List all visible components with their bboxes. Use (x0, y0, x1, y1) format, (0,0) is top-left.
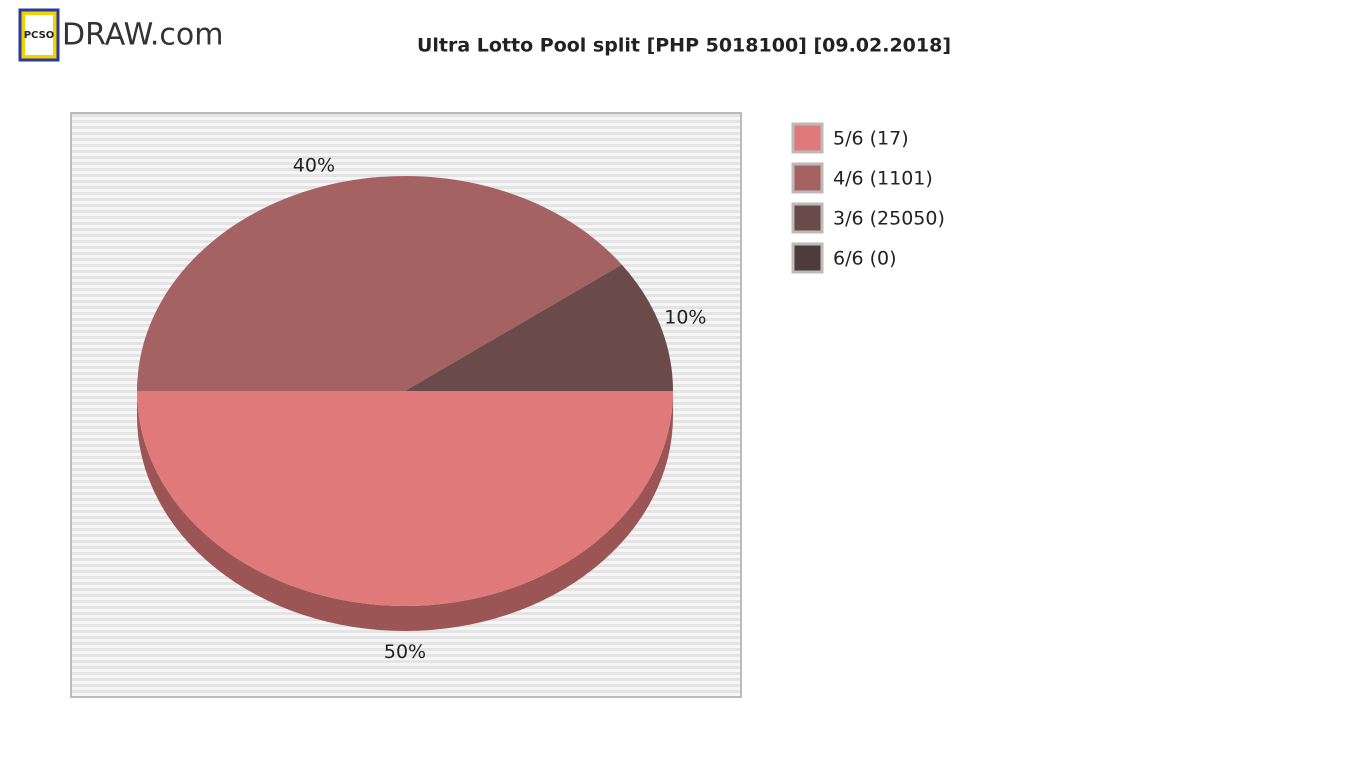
pie-slice (137, 391, 673, 606)
legend-swatch (791, 202, 824, 234)
pie-slice (137, 176, 622, 391)
pie: 50% 40% 10% (137, 155, 706, 663)
pie-slice (405, 264, 673, 391)
legend-label: 5/6 (17) (833, 128, 909, 150)
legend-label: 6/6 (0) (833, 248, 897, 270)
logo-badge-text: PCSO (24, 30, 55, 41)
legend: 5/6 (17) 4/6 (1101) 3/6 (25050) 6/6 (0) (791, 122, 945, 274)
legend-swatch (791, 242, 824, 274)
logo-badge-inner (25, 15, 53, 55)
legend-swatch (791, 162, 824, 194)
logo: PCSO DRAW.com (18, 8, 223, 62)
chart-title: Ultra Lotto Pool split [PHP 5018100] [09… (417, 35, 951, 57)
logo-text: DRAW.com (62, 18, 223, 53)
legend-label: 4/6 (1101) (833, 168, 933, 190)
data-label: 40% (293, 155, 335, 177)
legend-swatch (791, 122, 824, 154)
legend-label: 3/6 (25050) (833, 208, 945, 230)
data-label: 10% (664, 306, 706, 328)
data-label: 50% (384, 641, 426, 663)
